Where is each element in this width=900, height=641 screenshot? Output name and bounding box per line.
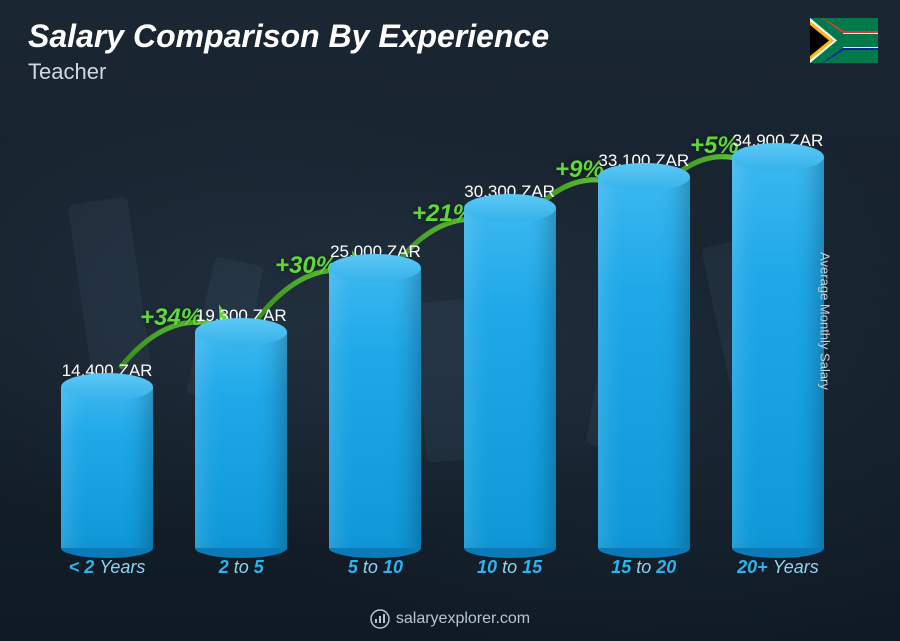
- chart-title: Salary Comparison By Experience: [28, 18, 549, 55]
- bar-2: 25,000 ZAR: [308, 100, 442, 548]
- chart-subtitle: Teacher: [28, 59, 549, 85]
- xlabel-4: 15 to 20: [577, 557, 711, 578]
- xlabel-4-prefix: 15: [611, 557, 631, 577]
- bar-4: 33,100 ZAR: [577, 100, 711, 548]
- south-africa-flag-icon: [810, 18, 878, 63]
- logo-icon: [370, 609, 390, 629]
- xlabel-0-suffix: Years: [99, 557, 145, 577]
- xlabel-1: 2 to 5: [174, 557, 308, 578]
- header: Salary Comparison By Experience Teacher: [28, 18, 549, 85]
- xlabel-2: 5 to 10: [308, 557, 442, 578]
- xlabel-1-prefix: 2: [219, 557, 229, 577]
- xlabel-5: 20+ Years: [711, 557, 845, 578]
- xlabel-2-prefix: 5: [348, 557, 358, 577]
- xlabel-2-mid: to: [363, 557, 378, 577]
- bar-rect-4: [598, 177, 690, 548]
- bars-row: 14,400 ZAR 19,300 ZAR 25,000 ZAR 30,300 …: [40, 100, 845, 548]
- bar-rect-3: [464, 208, 556, 548]
- bar-1: 19,300 ZAR: [174, 100, 308, 548]
- xlabel-4-mid: to: [636, 557, 651, 577]
- bar-rect-5: [732, 157, 824, 548]
- xlabel-2-suffix: 10: [383, 557, 403, 577]
- bar-rect-1: [195, 332, 287, 548]
- bar-chart: +34% +30% +21% +9% +5% 14,400 ZAR 19,300…: [40, 100, 845, 576]
- xlabel-3: 10 to 15: [443, 557, 577, 578]
- xlabel-3-suffix: 15: [522, 557, 542, 577]
- footer-site: salaryexplorer.com: [396, 610, 530, 628]
- bar-3: 30,300 ZAR: [443, 100, 577, 548]
- xlabel-3-mid: to: [502, 557, 517, 577]
- xlabel-1-mid: to: [234, 557, 249, 577]
- xlabel-1-suffix: 5: [254, 557, 264, 577]
- xlabel-4-suffix: 20: [656, 557, 676, 577]
- bar-rect-0: [61, 387, 153, 548]
- footer: salaryexplorer.com: [0, 609, 900, 629]
- bar-rect-2: [329, 268, 421, 548]
- y-axis-label: Average Monthly Salary: [818, 252, 833, 390]
- x-axis-labels: < 2 Years 2 to 5 5 to 10 10 to 15 15 to …: [40, 557, 845, 578]
- xlabel-0-prefix: < 2: [69, 557, 95, 577]
- xlabel-5-suffix: Years: [773, 557, 819, 577]
- xlabel-3-prefix: 10: [477, 557, 497, 577]
- xlabel-5-prefix: 20+: [737, 557, 768, 577]
- xlabel-0: < 2 Years: [40, 557, 174, 578]
- bar-0: 14,400 ZAR: [40, 100, 174, 548]
